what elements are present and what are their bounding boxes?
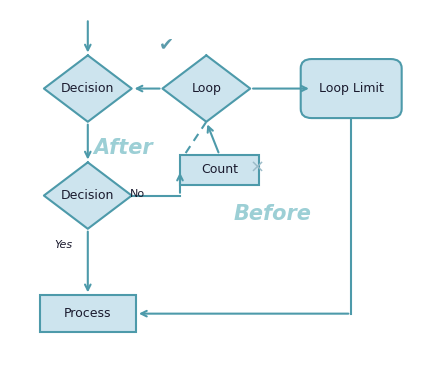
Polygon shape (44, 55, 131, 122)
Text: Process: Process (64, 307, 111, 320)
Text: No: No (129, 189, 144, 199)
Text: Loop Limit: Loop Limit (318, 82, 383, 95)
Text: ×: × (249, 159, 264, 177)
Text: Before: Before (233, 204, 311, 224)
Polygon shape (44, 162, 131, 229)
Text: Loop: Loop (191, 82, 221, 95)
Text: Yes: Yes (54, 240, 73, 251)
FancyBboxPatch shape (39, 295, 136, 332)
Text: Decision: Decision (61, 189, 114, 202)
Text: ✔: ✔ (159, 35, 174, 53)
Text: Count: Count (201, 163, 237, 176)
Text: After: After (93, 138, 152, 158)
Polygon shape (162, 55, 250, 122)
Text: Decision: Decision (61, 82, 114, 95)
FancyBboxPatch shape (180, 155, 258, 184)
FancyBboxPatch shape (300, 59, 401, 118)
